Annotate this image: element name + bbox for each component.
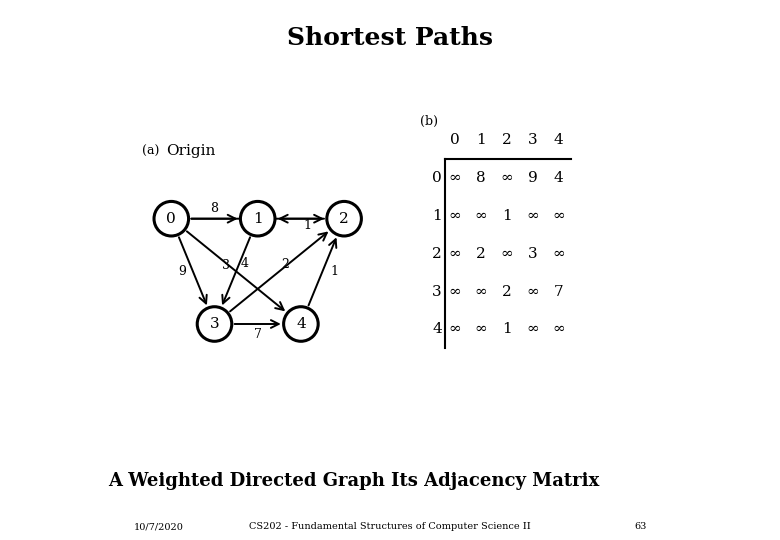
Text: 3: 3 bbox=[210, 317, 219, 331]
Circle shape bbox=[154, 201, 189, 236]
Text: ∞: ∞ bbox=[500, 247, 513, 261]
Text: 4: 4 bbox=[554, 133, 563, 147]
Circle shape bbox=[197, 307, 232, 341]
Text: 4: 4 bbox=[432, 322, 441, 336]
Text: 2: 2 bbox=[502, 133, 512, 147]
Text: 1: 1 bbox=[502, 322, 512, 336]
Text: ∞: ∞ bbox=[526, 322, 539, 336]
Circle shape bbox=[327, 201, 361, 236]
Text: 1: 1 bbox=[331, 265, 339, 278]
Text: 2: 2 bbox=[339, 212, 349, 226]
Text: (a): (a) bbox=[142, 145, 159, 158]
Text: ∞: ∞ bbox=[474, 322, 487, 336]
Text: ∞: ∞ bbox=[526, 285, 539, 299]
Text: 3: 3 bbox=[432, 285, 441, 299]
Text: 3: 3 bbox=[528, 247, 537, 261]
Text: ∞: ∞ bbox=[448, 285, 461, 299]
Text: 63: 63 bbox=[634, 522, 647, 531]
Text: Origin: Origin bbox=[166, 144, 215, 158]
Text: 2: 2 bbox=[502, 285, 512, 299]
Text: 4: 4 bbox=[240, 256, 248, 270]
Text: ∞: ∞ bbox=[552, 209, 565, 223]
Text: 1: 1 bbox=[253, 212, 263, 226]
Text: 8: 8 bbox=[476, 171, 485, 185]
Text: 3: 3 bbox=[528, 133, 537, 147]
Text: ∞: ∞ bbox=[526, 209, 539, 223]
Text: CS202 - Fundamental Structures of Computer Science II: CS202 - Fundamental Structures of Comput… bbox=[249, 522, 531, 531]
Text: 3: 3 bbox=[222, 259, 230, 273]
Text: ∞: ∞ bbox=[552, 322, 565, 336]
Text: 7: 7 bbox=[554, 285, 563, 299]
Text: ∞: ∞ bbox=[474, 209, 487, 223]
Text: 2: 2 bbox=[254, 202, 261, 215]
Text: ∞: ∞ bbox=[448, 171, 461, 185]
Text: 10/7/2020: 10/7/2020 bbox=[133, 522, 183, 531]
Text: 1: 1 bbox=[502, 209, 512, 223]
Text: 7: 7 bbox=[254, 328, 261, 341]
Text: 2: 2 bbox=[432, 247, 441, 261]
Text: 9: 9 bbox=[178, 265, 186, 278]
Text: 0: 0 bbox=[432, 171, 441, 185]
Text: ∞: ∞ bbox=[552, 247, 565, 261]
Text: 0: 0 bbox=[166, 212, 176, 226]
Text: A Weighted Directed Graph: A Weighted Directed Graph bbox=[108, 471, 385, 490]
Text: Shortest Paths: Shortest Paths bbox=[287, 26, 493, 50]
Text: 8: 8 bbox=[211, 202, 218, 215]
Text: 2: 2 bbox=[476, 247, 486, 261]
Text: 1: 1 bbox=[432, 209, 441, 223]
Text: ∞: ∞ bbox=[448, 209, 461, 223]
Text: ∞: ∞ bbox=[448, 247, 461, 261]
Text: ∞: ∞ bbox=[500, 171, 513, 185]
Text: Its Adjacency Matrix: Its Adjacency Matrix bbox=[392, 471, 599, 490]
Text: 9: 9 bbox=[528, 171, 537, 185]
Text: ∞: ∞ bbox=[474, 285, 487, 299]
Text: 4: 4 bbox=[296, 317, 306, 331]
Text: 1: 1 bbox=[303, 219, 311, 232]
Text: ∞: ∞ bbox=[448, 322, 461, 336]
Text: 1: 1 bbox=[476, 133, 486, 147]
Circle shape bbox=[284, 307, 318, 341]
Text: 2: 2 bbox=[281, 258, 289, 272]
Text: 0: 0 bbox=[450, 133, 459, 147]
Circle shape bbox=[240, 201, 275, 236]
Text: (b): (b) bbox=[420, 115, 438, 128]
Text: 4: 4 bbox=[554, 171, 563, 185]
